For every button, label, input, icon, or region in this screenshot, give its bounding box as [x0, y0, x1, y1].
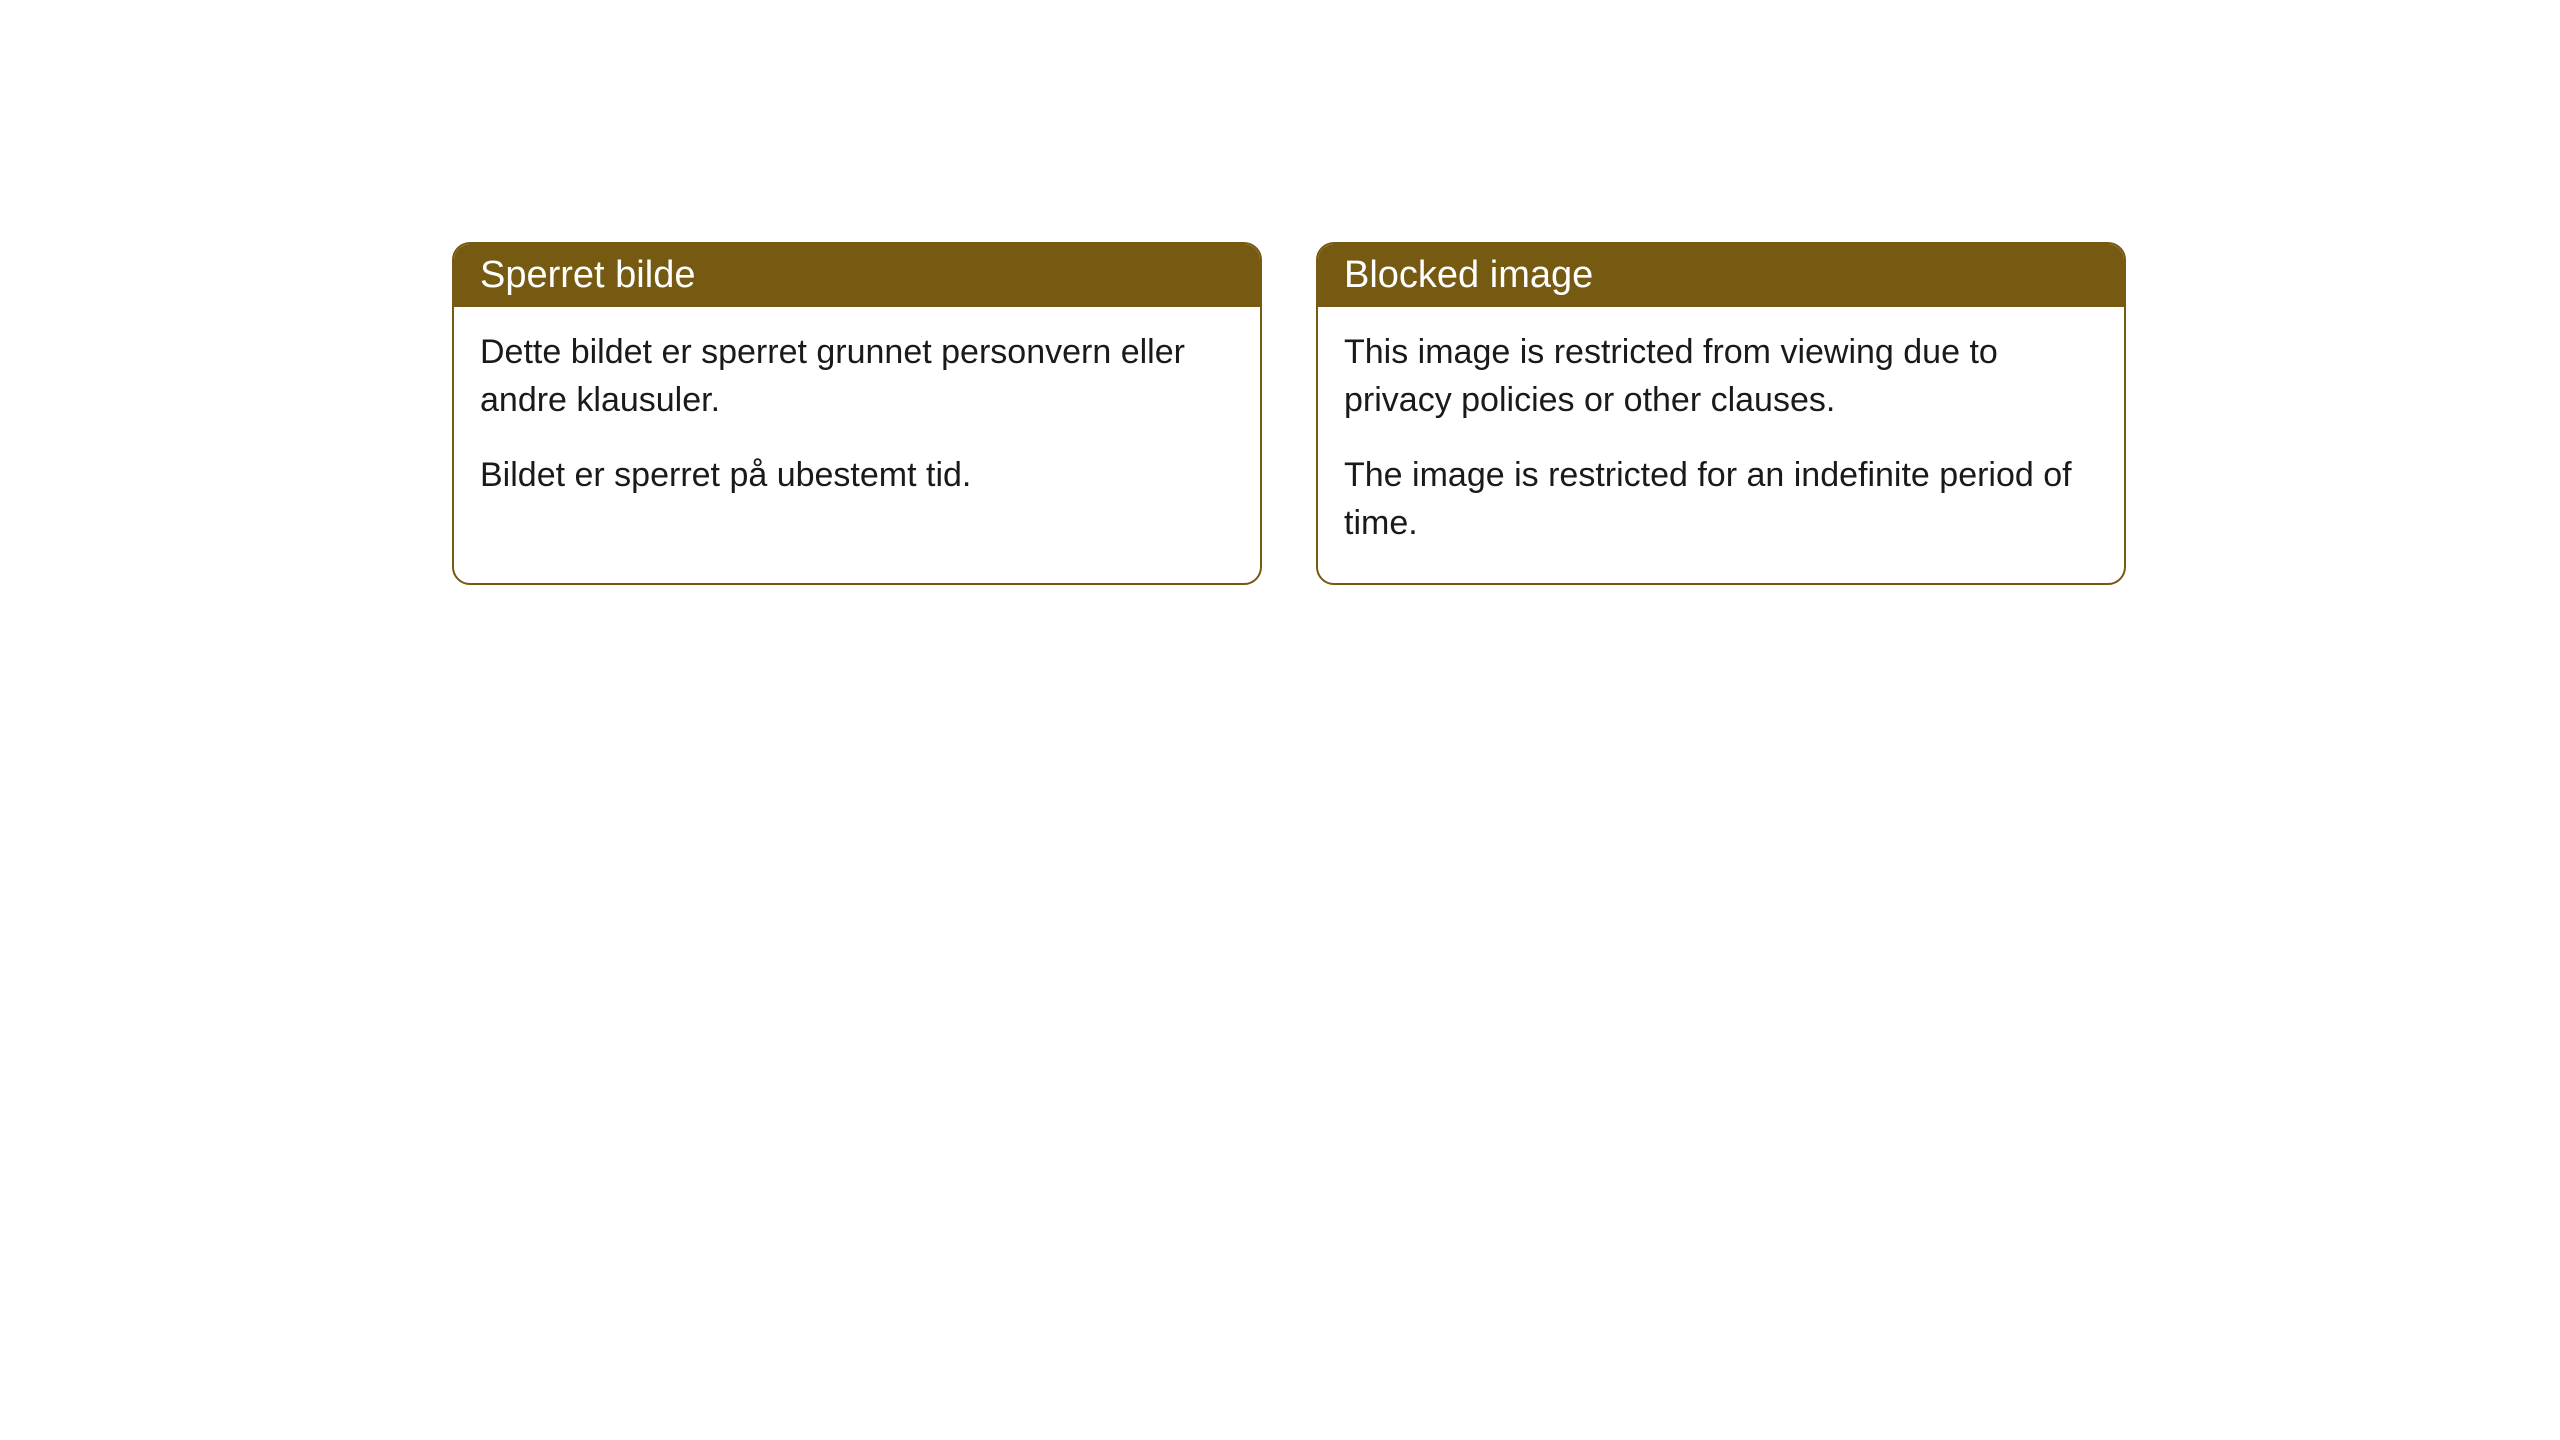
notice-cards-container: Sperret bilde Dette bildet er sperret gr… — [452, 242, 2126, 585]
card-header: Blocked image — [1318, 244, 2124, 307]
card-header: Sperret bilde — [454, 244, 1260, 307]
card-title: Blocked image — [1344, 254, 1593, 296]
card-paragraph-1: Dette bildet er sperret grunnet personve… — [480, 329, 1234, 424]
card-title: Sperret bilde — [480, 254, 695, 296]
card-body: Dette bildet er sperret grunnet personve… — [454, 307, 1260, 536]
card-body: This image is restricted from viewing du… — [1318, 307, 2124, 583]
blocked-image-card-no: Sperret bilde Dette bildet er sperret gr… — [452, 242, 1262, 585]
blocked-image-card-en: Blocked image This image is restricted f… — [1316, 242, 2126, 585]
card-paragraph-2: The image is restricted for an indefinit… — [1344, 452, 2098, 547]
card-paragraph-2: Bildet er sperret på ubestemt tid. — [480, 452, 1234, 500]
card-paragraph-1: This image is restricted from viewing du… — [1344, 329, 2098, 424]
